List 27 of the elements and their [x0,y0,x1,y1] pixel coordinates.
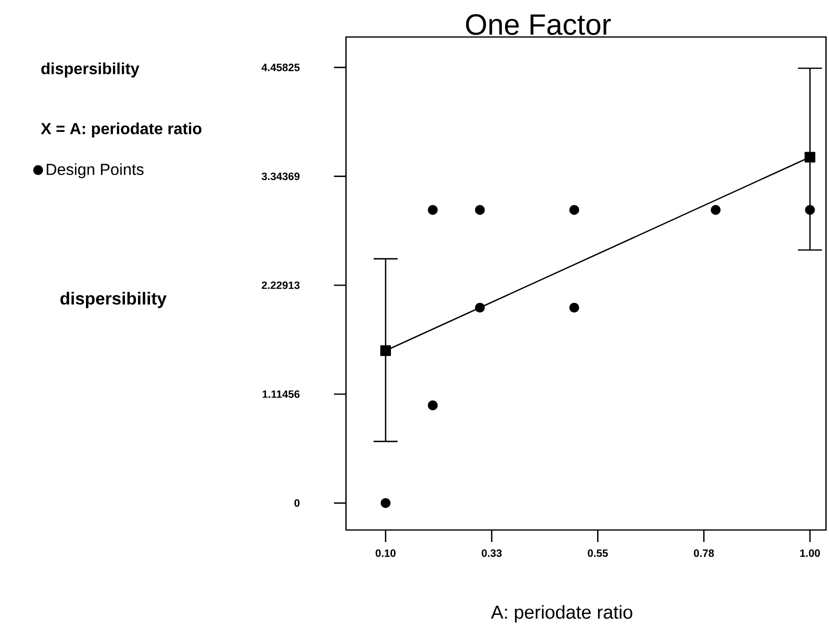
point [380,345,391,356]
point [805,204,815,215]
point [569,204,580,215]
point [569,302,580,313]
text: X = A: periodate ratio [40,122,202,138]
x-tick-label: 0.55 [588,549,608,557]
x-axis-title: A: periodate ratio [490,605,632,622]
point [380,498,391,508]
y-tick-label: 1.11456 [262,390,300,398]
point [804,152,816,162]
point [428,400,438,410]
x-tick-label: 1.00 [800,549,820,557]
text: dispersibility [60,292,167,308]
y-tick-label: 0 [294,499,300,507]
x-tick-label: 0.78 [694,549,714,557]
text: dispersibility [41,62,140,78]
legend-label: Design Points [46,163,144,178]
y-tick-label: 2.22913 [262,281,300,290]
point [474,302,485,313]
point [710,204,721,215]
x-tick-label: 0.33 [482,549,502,557]
point [474,204,485,215]
chart-title: One Factor [466,14,611,35]
y-tick-label: 4.45825 [262,64,300,72]
y-tick-label: 3.34369 [262,172,300,180]
point [428,204,438,215]
x-tick-label: 0.10 [376,549,396,557]
